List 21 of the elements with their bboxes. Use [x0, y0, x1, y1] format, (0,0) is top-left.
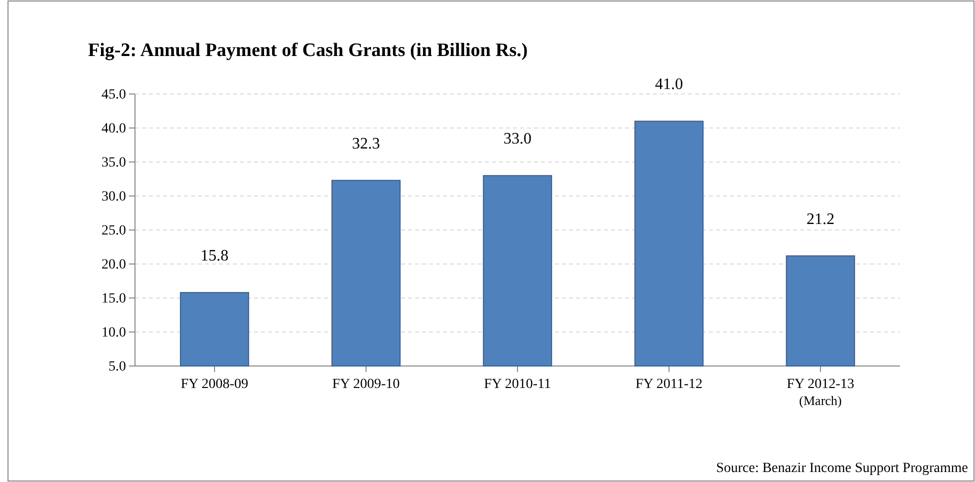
y-tick-label: 40.0: [102, 121, 126, 136]
y-tick-label: 10.0: [102, 325, 126, 340]
x-tick-label: FY 2008-09: [180, 377, 248, 392]
x-tick-label: FY 2009-10: [332, 377, 400, 392]
data-label: 32.3: [352, 135, 380, 152]
y-tick-label: 5.0: [108, 359, 126, 374]
y-tick-label: 35.0: [102, 155, 126, 170]
y-tick-label: 30.0: [102, 189, 126, 204]
x-tick-label: FY 2011-12: [635, 377, 702, 392]
x-tick-label: FY 2010-11: [484, 377, 552, 392]
data-label: 33.0: [504, 130, 532, 148]
y-tick-label: 15.0: [102, 291, 126, 306]
x-tick-label: FY 2012-13 (March): [786, 377, 854, 408]
y-tick-label: 45.0: [102, 87, 126, 102]
chart-title: Fig-2: Annual Payment of Cash Grants (in Billion Rs.): [88, 40, 528, 61]
y-tick-label: 20.0: [102, 257, 126, 272]
data-label: 21.2: [806, 210, 834, 228]
data-label: 41.0: [654, 76, 683, 94]
data-label: 15.8: [200, 248, 229, 265]
y-tick-label: 25.0: [102, 223, 126, 238]
source-note: Source: Benazir Income Support Programme: [716, 461, 968, 476]
